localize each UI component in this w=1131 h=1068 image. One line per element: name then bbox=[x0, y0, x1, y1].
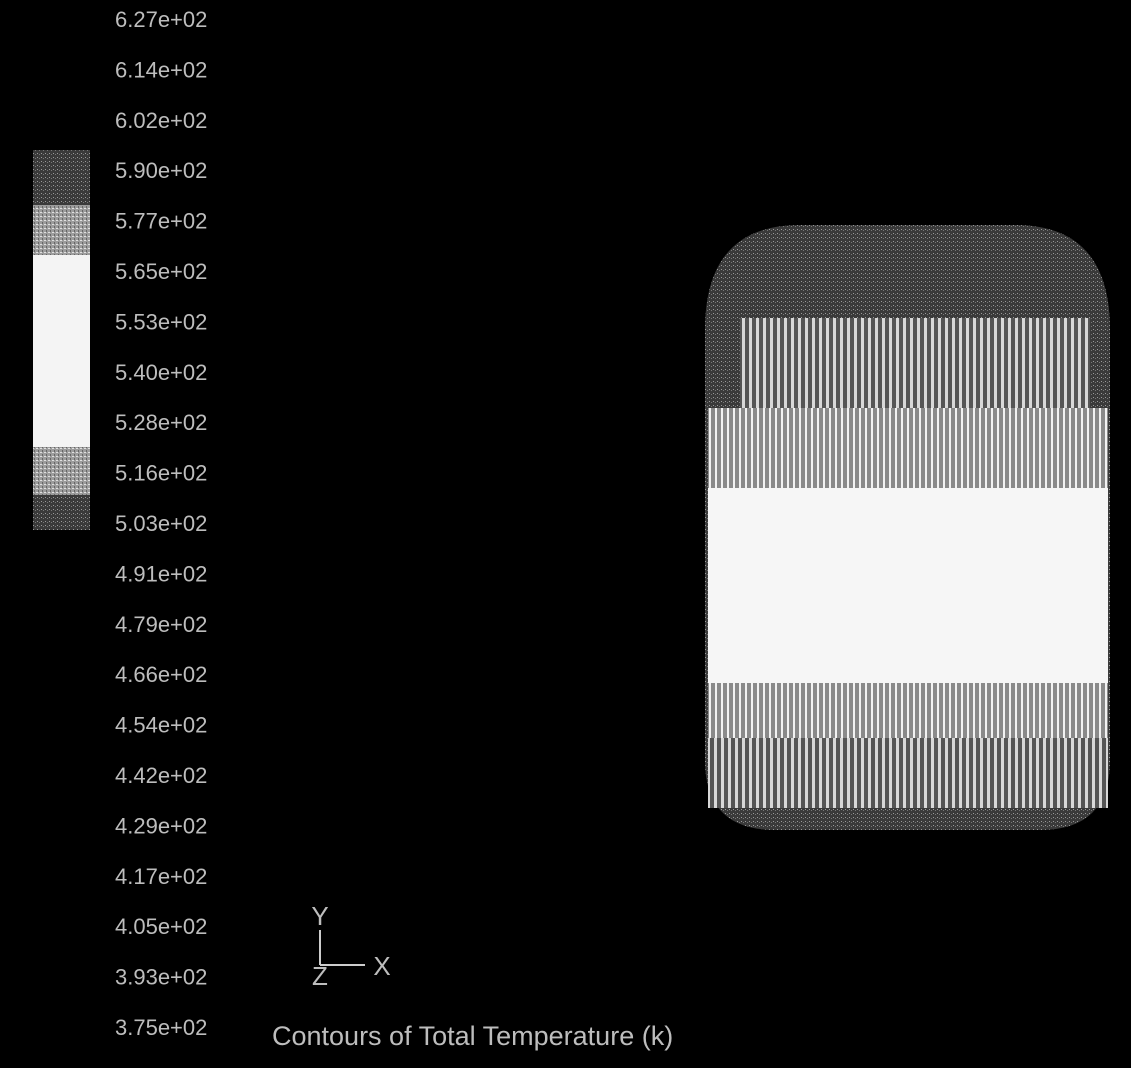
color-bar-label: 3.75e+02 bbox=[115, 1015, 207, 1040]
plot-title: Contours of Total Temperature (k) bbox=[272, 1021, 673, 1051]
color-bar-labels: 6.27e+02 6.14e+02 6.02e+02 5.90e+02 5.77e+02… bbox=[115, 7, 207, 1040]
color-bar-label: 4.17e+02 bbox=[115, 864, 207, 889]
hot-zone bbox=[708, 488, 1108, 683]
color-bar-label: 4.66e+02 bbox=[115, 662, 207, 687]
color-band bbox=[33, 495, 90, 530]
color-bar-label: 4.91e+02 bbox=[115, 561, 207, 586]
color-bar-label: 6.14e+02 bbox=[115, 57, 207, 82]
color-bar-label: 3.93e+02 bbox=[115, 965, 207, 990]
color-bar-label: 5.65e+02 bbox=[115, 259, 207, 284]
color-band bbox=[33, 150, 90, 205]
color-band bbox=[33, 447, 90, 495]
color-bar-label: 6.02e+02 bbox=[115, 108, 207, 133]
stripe-zone bbox=[740, 318, 1090, 408]
color-bar-label: 4.54e+02 bbox=[115, 713, 207, 738]
color-bar-label: 6.27e+02 bbox=[115, 7, 207, 32]
color-bar-label: 4.79e+02 bbox=[115, 612, 207, 637]
color-bar-label: 5.16e+02 bbox=[115, 461, 207, 486]
triad-label: Y bbox=[311, 901, 328, 931]
triad-label: Z bbox=[312, 961, 328, 991]
color-bar-label: 5.77e+02 bbox=[115, 209, 207, 234]
color-bar bbox=[33, 150, 90, 530]
color-bar-label: 5.03e+02 bbox=[115, 511, 207, 536]
color-bar-label: 4.42e+02 bbox=[115, 763, 207, 788]
color-bar-label: 5.53e+02 bbox=[115, 309, 207, 334]
stripe-zone bbox=[708, 408, 1108, 488]
color-bar-label: 4.05e+02 bbox=[115, 914, 207, 939]
contour-body bbox=[705, 225, 1110, 830]
color-bar-label: 4.29e+02 bbox=[115, 813, 207, 838]
color-band bbox=[33, 205, 90, 255]
color-bar-label: 5.28e+02 bbox=[115, 410, 207, 435]
color-bar-label: 5.40e+02 bbox=[115, 360, 207, 385]
stripe-zone bbox=[708, 683, 1108, 738]
color-band bbox=[33, 255, 90, 447]
triad-label: X bbox=[373, 951, 390, 981]
stripe-zone bbox=[708, 738, 1108, 808]
axis-triad: Y Z X bbox=[311, 901, 390, 991]
color-bar-label: 5.90e+02 bbox=[115, 158, 207, 183]
